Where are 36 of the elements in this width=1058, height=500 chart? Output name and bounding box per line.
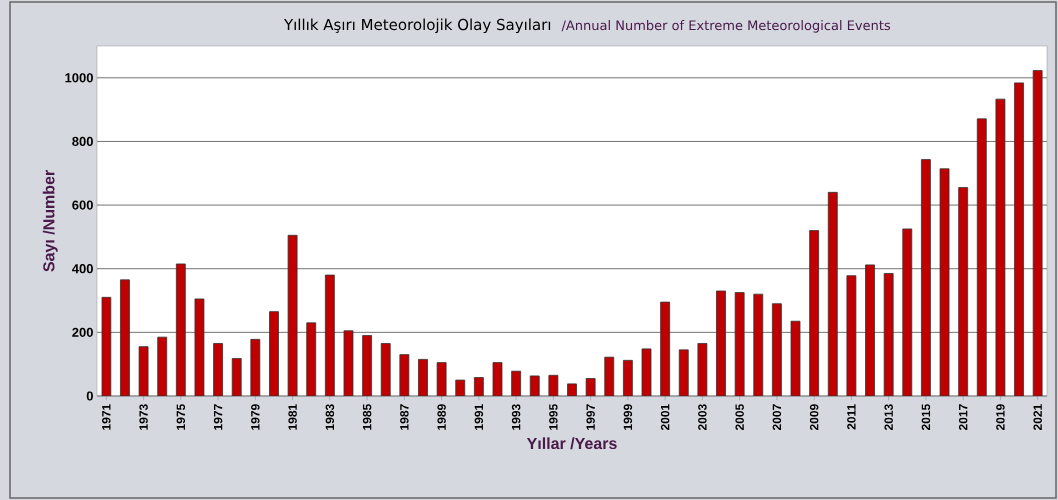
x-tick-label: 2003 xyxy=(698,404,707,431)
y-tick-label: 600 xyxy=(72,200,93,210)
x-tick-label: 1999 xyxy=(623,404,633,430)
x-tick-label: 1987 xyxy=(400,404,409,430)
x-tick-label: 1973 xyxy=(139,404,148,430)
x-tick-label: 2021 xyxy=(1033,404,1042,431)
x-tick-label: 2019 xyxy=(996,404,1005,431)
x-tick-label: 1977 xyxy=(213,404,223,430)
y-tick-label: 1000 xyxy=(65,73,93,83)
x-tick-label: 1997 xyxy=(586,404,595,430)
x-tick-label: 1971 xyxy=(102,404,111,430)
x-tick-label: 1981 xyxy=(288,404,297,430)
x-tick-label: 2005 xyxy=(735,404,744,431)
x-tick-label: 1991 xyxy=(474,404,484,430)
y-tick-label: 0 xyxy=(86,391,93,401)
y-tick-label: 800 xyxy=(72,136,93,147)
x-tick-label: 2017 xyxy=(958,404,968,431)
x-axis-title: Yıllar /Years xyxy=(526,437,617,450)
x-tick-label: 1989 xyxy=(437,404,446,430)
x-tick-label: 1975 xyxy=(176,404,186,430)
x-tick-label: 2013 xyxy=(884,404,893,431)
chart-subtitle: /Annual Number of Extreme Meteorological Events xyxy=(561,20,891,33)
x-tick-label: 2001 xyxy=(660,404,670,431)
x-tick-label: 1985 xyxy=(362,404,372,430)
y-tick-label: 200 xyxy=(72,327,93,337)
chart-title: Yıllık Aşırı Meteorolojik Olay Sayıları xyxy=(283,18,551,34)
x-tick-label: 1993 xyxy=(511,404,521,430)
y-tick-label: 400 xyxy=(71,264,93,274)
x-tick-label: 1995 xyxy=(549,404,558,430)
y-axis-title: Sayı /Number xyxy=(42,170,58,272)
x-tick-label: 2009 xyxy=(809,404,819,431)
x-tick-label: 1979 xyxy=(251,404,260,430)
x-tick-label: 1983 xyxy=(325,404,335,430)
x-tick-label: 2015 xyxy=(921,404,931,431)
x-tick-label: 2007 xyxy=(772,404,782,431)
x-tick-label: 2011 xyxy=(847,404,856,430)
